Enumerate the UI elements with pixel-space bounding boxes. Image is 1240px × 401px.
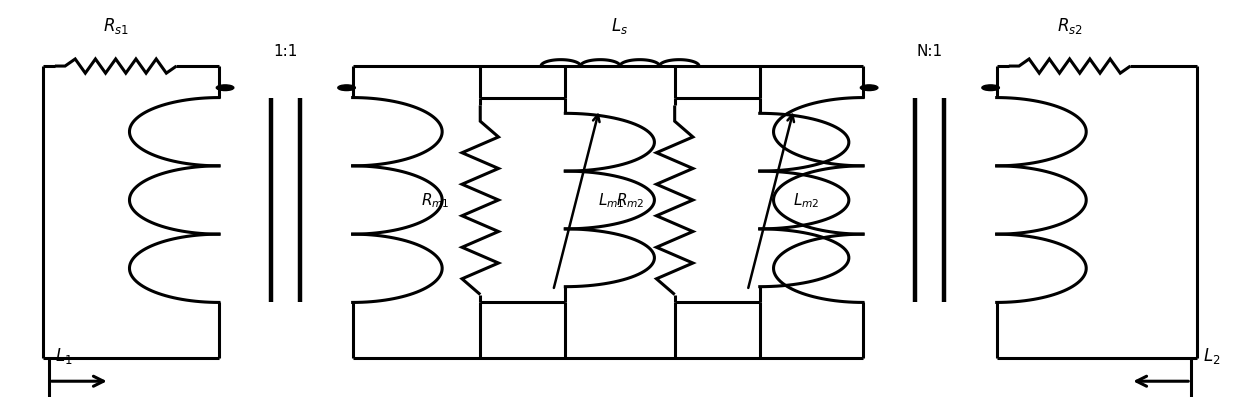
Text: $L_s$: $L_s$ bbox=[611, 16, 629, 35]
Text: $L_1$: $L_1$ bbox=[55, 346, 73, 366]
Circle shape bbox=[861, 86, 878, 91]
Text: $R_{s1}$: $R_{s1}$ bbox=[103, 16, 129, 35]
Text: $L_{m2}$: $L_{m2}$ bbox=[792, 191, 820, 210]
Text: $L_{m1}$: $L_{m1}$ bbox=[598, 191, 625, 210]
Text: $R_{m1}$: $R_{m1}$ bbox=[422, 191, 450, 210]
Circle shape bbox=[337, 86, 356, 91]
Circle shape bbox=[216, 86, 234, 91]
Text: 1:1: 1:1 bbox=[274, 44, 298, 59]
Text: $R_{s2}$: $R_{s2}$ bbox=[1056, 16, 1083, 35]
Text: $R_{m2}$: $R_{m2}$ bbox=[615, 191, 645, 210]
Circle shape bbox=[982, 86, 999, 91]
Text: N:1: N:1 bbox=[916, 44, 942, 59]
Text: $L_2$: $L_2$ bbox=[1203, 346, 1221, 366]
